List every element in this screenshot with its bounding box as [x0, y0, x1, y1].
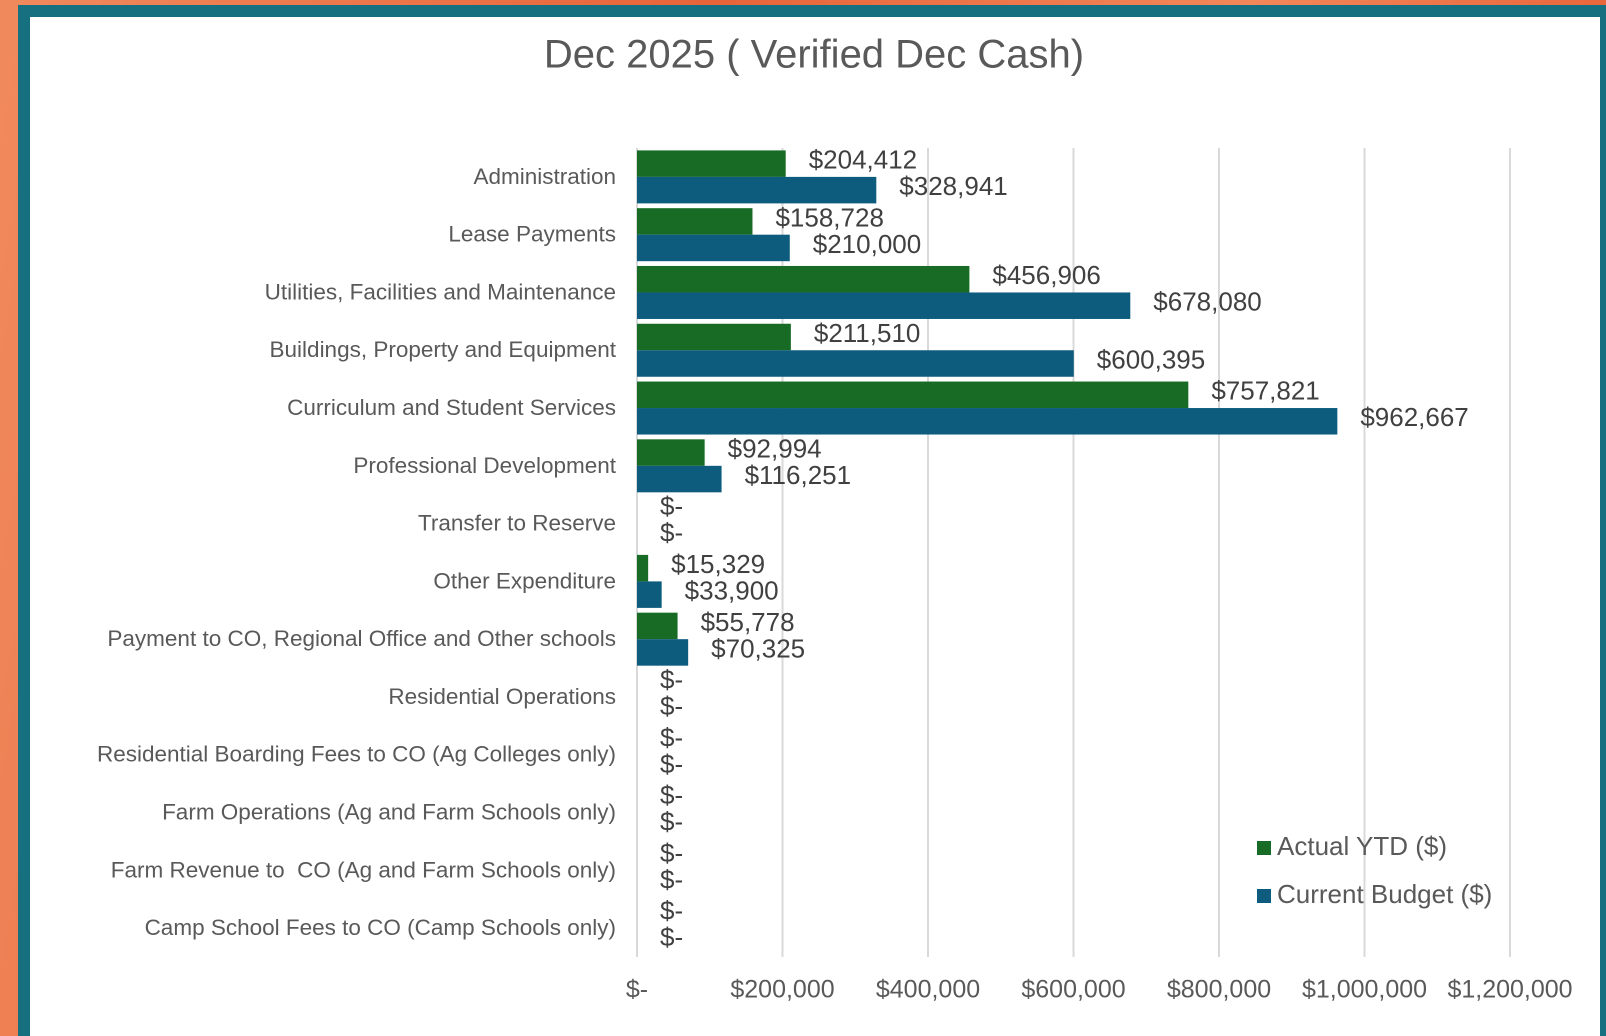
category-label: Farm Revenue to CO (Ag and Farm Schools …: [111, 857, 616, 882]
data-label: $-: [660, 491, 683, 521]
data-label: $600,395: [1097, 344, 1205, 374]
category-label: Curriculum and Student Services: [287, 395, 616, 420]
x-tick-label: $1,000,000: [1302, 976, 1427, 1004]
bar: [637, 639, 689, 666]
data-label: $456,906: [992, 260, 1100, 290]
data-label: $-: [660, 780, 683, 810]
x-tick-label: $400,000: [876, 976, 980, 1004]
x-tick-label: $200,000: [730, 976, 834, 1004]
data-label: $158,728: [775, 202, 883, 232]
data-label: $70,325: [711, 633, 805, 663]
bar: [637, 554, 649, 582]
data-label: $-: [660, 665, 683, 695]
data-label: $-: [660, 864, 683, 894]
x-tick-label: $800,000: [1167, 976, 1271, 1004]
data-label: $92,994: [728, 433, 822, 463]
data-label: $15,329: [671, 549, 765, 579]
bar: [637, 465, 722, 493]
data-label: $757,821: [1211, 376, 1319, 406]
bar: [637, 208, 753, 235]
x-tick-label: $600,000: [1021, 976, 1125, 1004]
data-label: $55,778: [701, 607, 795, 637]
bar: [637, 381, 1189, 409]
x-tick-label: $1,200,000: [1447, 976, 1572, 1004]
category-label: Utilities, Facilities and Maintenance: [265, 279, 616, 304]
category-label: Administration: [473, 164, 616, 189]
legend-swatch: [1257, 889, 1271, 903]
data-label: $-: [660, 896, 683, 926]
bar: [637, 150, 786, 177]
data-label: $-: [660, 518, 683, 548]
bar: [637, 176, 877, 204]
data-label: $204,412: [809, 145, 917, 175]
data-label: $-: [660, 749, 683, 779]
data-label: $678,080: [1153, 287, 1261, 317]
category-label: Professional Development: [353, 453, 616, 478]
data-label: $116,251: [745, 460, 852, 490]
category-label: Residential Operations: [388, 684, 616, 709]
bar: [637, 439, 705, 466]
data-label: $211,510: [814, 318, 921, 348]
data-label: $210,000: [813, 229, 921, 259]
legend-label: Current Budget ($): [1277, 879, 1492, 909]
x-tick-label: $-: [626, 976, 648, 1004]
bar: [637, 292, 1131, 319]
bar: [637, 234, 790, 262]
category-label: Farm Operations (Ag and Farm Schools onl…: [162, 799, 616, 824]
data-label: $-: [660, 922, 683, 952]
category-label: Buildings, Property and Equipment: [270, 337, 617, 362]
bar: [637, 408, 1338, 435]
data-label: $962,667: [1360, 402, 1468, 432]
legend-swatch: [1257, 841, 1271, 855]
category-label: Lease Payments: [448, 222, 616, 247]
bar: [637, 323, 791, 351]
bar: [637, 350, 1074, 377]
bar: [637, 265, 970, 293]
category-label: Payment to CO, Regional Office and Other…: [107, 626, 616, 651]
category-label: Transfer to Reserve: [418, 511, 616, 536]
data-label: $-: [660, 691, 683, 721]
data-label: $-: [660, 722, 683, 752]
bar: [637, 581, 662, 608]
data-label: $-: [660, 838, 683, 868]
data-label: $33,900: [685, 576, 779, 606]
chart-title: Dec 2025 ( Verified Dec Cash): [544, 33, 1084, 77]
data-label: $328,941: [899, 171, 1007, 201]
category-label: Other Expenditure: [433, 568, 616, 593]
data-label: $-: [660, 807, 683, 837]
bar: [637, 612, 678, 640]
legend-label: Actual YTD ($): [1277, 831, 1447, 861]
category-label: Residential Boarding Fees to CO (Ag Coll…: [97, 742, 616, 767]
category-label: Camp School Fees to CO (Camp Schools onl…: [145, 915, 616, 940]
